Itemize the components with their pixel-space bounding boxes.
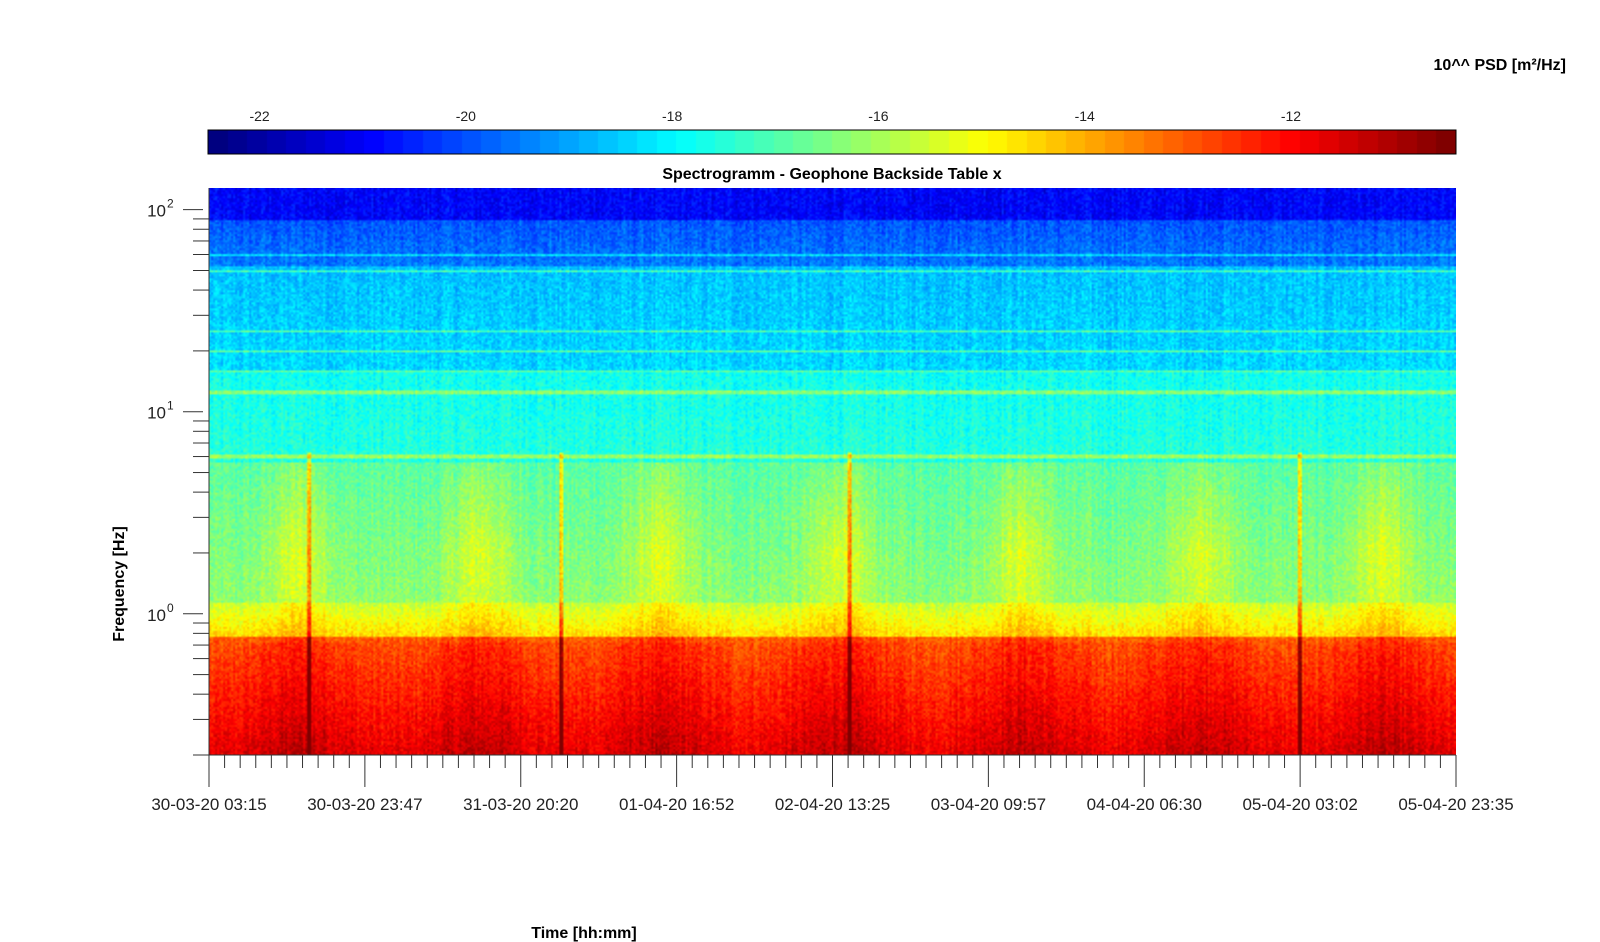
y-tick-exponent: 2 [167, 197, 174, 211]
y-axis-label: Frequency [Hz] [111, 526, 128, 642]
x-axis-tick-labels: 30-03-20 03:15 30-03-20 23:47 31-03-20 20:… [151, 795, 1513, 814]
colorbar-label: 10^^ PSD [m²/Hz] [1434, 57, 1566, 74]
y-tick-label: 10 0 [147, 601, 174, 625]
x-axis-ticks [208, 755, 1457, 787]
y-tick-label: 10 2 [147, 197, 174, 221]
x-tick-label: 05-04-20 03:02 [1242, 795, 1357, 814]
spectrogram-heatmap [209, 188, 1456, 755]
chart-title: Spectrogramm - Geophone Backside Table x [662, 166, 1001, 183]
colorbar [208, 130, 1456, 154]
x-tick-label: 01-04-20 16:52 [619, 795, 734, 814]
x-axis-label: Time [hh:mm] [531, 925, 636, 942]
y-tick-exponent: 0 [167, 601, 174, 615]
colorbar-tick-label: -14 [1075, 108, 1095, 124]
x-tick-label: 02-04-20 13:25 [775, 795, 890, 814]
x-tick-label: 31-03-20 20:20 [463, 795, 578, 814]
y-tick-base: 10 [147, 202, 166, 221]
colorbar-tick-label: -22 [249, 108, 269, 124]
colorbar-tick-label: -18 [662, 108, 682, 124]
x-tick-label: 03-04-20 09:57 [931, 795, 1046, 814]
colorbar-ticks: -22 -20 -18 -16 -14 -12 [249, 108, 1301, 136]
y-axis-ticks [183, 209, 209, 756]
y-tick-base: 10 [147, 606, 166, 625]
y-tick-base: 10 [147, 404, 166, 423]
colorbar-frame [207, 129, 1457, 155]
x-tick-label: 30-03-20 23:47 [307, 795, 422, 814]
x-tick-label: 05-04-20 23:35 [1398, 795, 1513, 814]
colorbar-tick-label: -16 [868, 108, 888, 124]
x-tick-label: 30-03-20 03:15 [151, 795, 266, 814]
colorbar-tick-label: -12 [1281, 108, 1301, 124]
x-tick-label: 04-04-20 06:30 [1087, 795, 1202, 814]
colorbar-tick-label: -20 [456, 108, 476, 124]
y-tick-exponent: 1 [167, 399, 174, 413]
y-tick-label: 10 1 [147, 399, 174, 423]
